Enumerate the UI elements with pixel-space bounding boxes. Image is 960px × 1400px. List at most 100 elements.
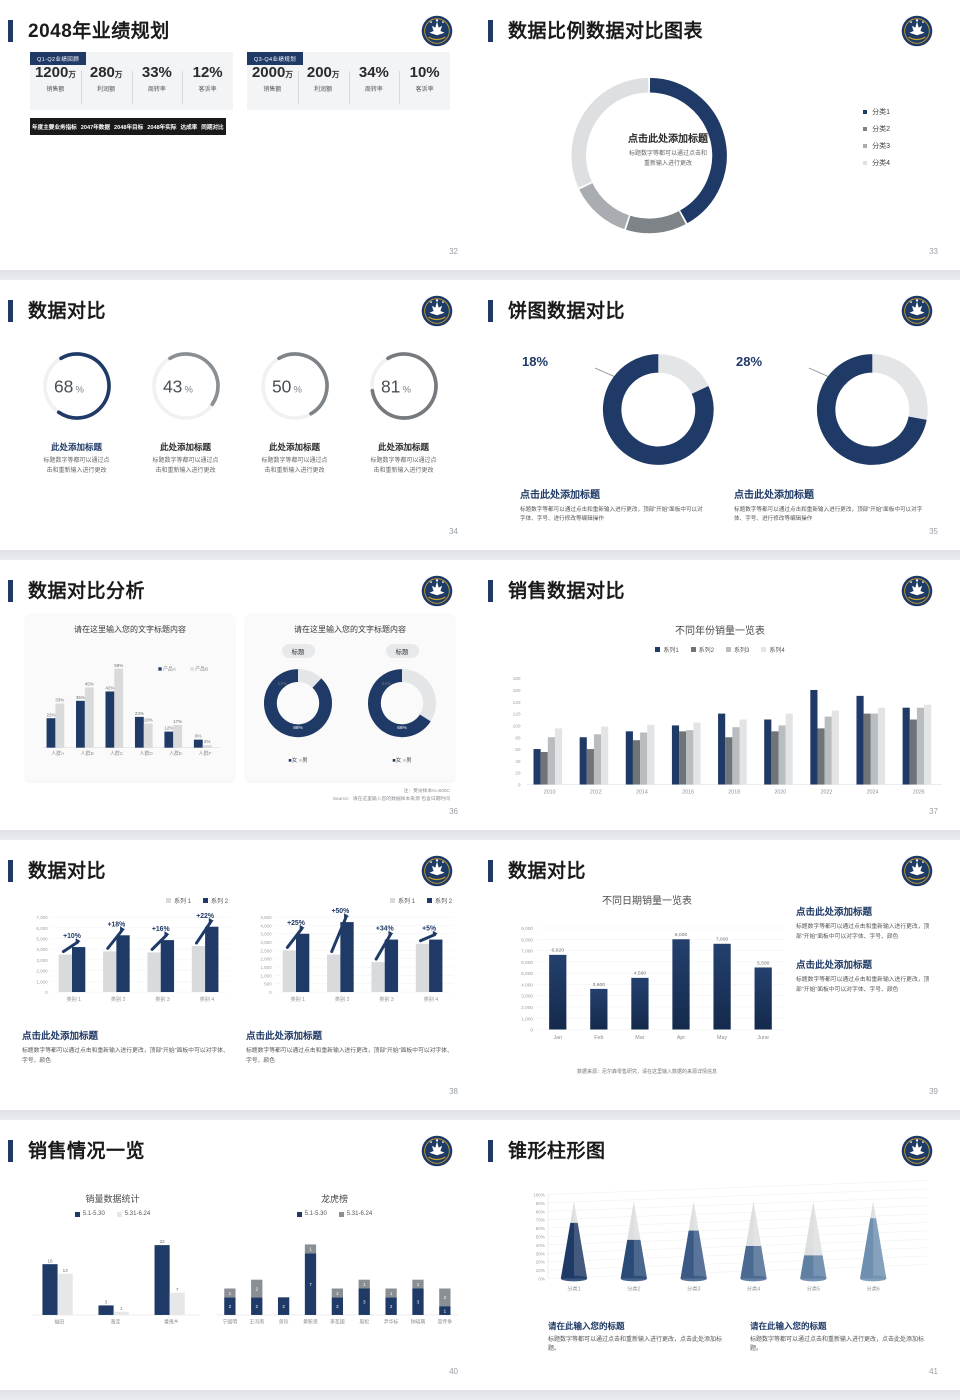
kpi-value: 280: [89, 64, 115, 81]
svg-text:产品B: 产品B: [195, 666, 209, 673]
svg-text:+34%: +34%: [376, 926, 394, 933]
donut-tag: 标题: [281, 644, 315, 658]
svg-text:1: 1: [417, 1282, 420, 1287]
svg-text:5,000: 5,000: [521, 971, 533, 977]
legend-label: 系列 2: [210, 899, 228, 905]
svg-text:5,000: 5,000: [36, 936, 48, 941]
svg-text:2: 2: [255, 1286, 258, 1291]
svg-text:6,620: 6,620: [552, 948, 565, 954]
ring-value: 43: [162, 377, 181, 397]
slide-41: 锥形柱形图 0% 10% 20% 30% 40% 50% 60% 70% 80% 90% 100% 分…: [480, 1120, 960, 1400]
text-block-right: 请在此输入您的标题 标题数字等都可以通过点击和重新输入进行更改，点击此处添加标题…: [750, 1320, 932, 1355]
svg-text:+18%: +18%: [107, 921, 125, 928]
legend-label: 系列4: [769, 648, 785, 654]
svg-text:黄新贤: 黄新贤: [303, 1318, 318, 1325]
svg-text:类别 2: 类别 2: [111, 996, 126, 1003]
svg-text:3: 3: [105, 1300, 108, 1305]
svg-text:分类6: 分类6: [867, 1285, 880, 1293]
page-title: 销售数据对比: [508, 581, 626, 602]
svg-text:0: 0: [518, 783, 521, 788]
company-logo-icon: [421, 295, 453, 327]
growth-bar-chart-left: 0 1,000 2,000 3,000 4,000 5,000 6,000 7,000 +10%…: [36, 913, 230, 1003]
block-heading: 点击此处添加标题: [796, 907, 873, 918]
kpi-label: 销售额: [263, 86, 282, 93]
legend-item: 分类3: [863, 141, 890, 151]
kpi-groups: Q1-Q2业绩回顾 1200万 销售额 280万 利润额 33% 周转率 12% 客诉率…: [30, 52, 450, 110]
svg-text:分类2: 分类2: [627, 1285, 640, 1293]
svg-text:18%: 18%: [144, 718, 153, 723]
svg-text:40%: 40%: [536, 1243, 545, 1248]
title-accent-bar: [8, 1140, 13, 1162]
title-accent-bar: [488, 860, 493, 882]
svg-text:1,000: 1,000: [36, 979, 48, 984]
company-logo-icon: [901, 15, 933, 47]
ring-description: 标题数字等都可以通过点 击和重新输入进行更改: [43, 458, 110, 474]
legend-item: 系列1: [655, 645, 679, 654]
chart-title: 不同年份销量一览表: [675, 626, 765, 637]
pie-body: 标题数字等都可以通过点击和重新输入进行更改，顶部“开始”面板中可以对字体、字号、…: [734, 507, 923, 522]
company-logo-icon: [421, 575, 453, 607]
svg-text:2: 2: [390, 1304, 393, 1309]
page-title: 数据对比分析: [28, 581, 146, 602]
svg-text:5,500: 5,500: [757, 960, 770, 966]
svg-text:10%: 10%: [536, 1268, 545, 1273]
kpi-label: 周转率: [147, 86, 166, 93]
kpi-value: 34%: [358, 64, 389, 81]
svg-text:June: June: [757, 1035, 769, 1041]
svg-text:2022: 2022: [821, 790, 833, 796]
svg-text:50%: 50%: [536, 1235, 545, 1240]
kpi-unit: 万: [331, 70, 340, 79]
company-logo-icon: [901, 855, 933, 887]
svg-text:12%: 12%: [164, 726, 173, 731]
svg-text:类别 1: 类别 1: [67, 996, 82, 1003]
legend-label: 分类3: [872, 143, 890, 150]
svg-text:海淀: 海淀: [110, 1318, 120, 1325]
svg-text:1: 1: [229, 1291, 232, 1296]
growth-bar-chart-right: 0 500 1,000 1,500 2,000 2,500 3,000 3,500 4,000 4…: [260, 908, 454, 1003]
svg-text:2,500: 2,500: [260, 948, 272, 953]
progress-ring-item: 68% 此处添加标题 标题数字等都可以通过点 击和重新输入进行更改: [22, 346, 131, 476]
ring-description: 标题数字等都可以通过点 击和重新输入进行更改: [261, 458, 328, 474]
svg-text:3: 3: [417, 1300, 420, 1305]
kpi-value: 12%: [192, 64, 223, 81]
kpi-unit: 万: [68, 70, 76, 79]
kpi-group-tag: Q3-Q4业绩规划: [247, 52, 304, 65]
kpi-cell: 34% 周转率: [348, 64, 400, 110]
kpi-label: 销售额: [46, 86, 65, 93]
kpi-label: 客诉率: [415, 86, 434, 93]
legend-label: 5.1-5.30: [82, 1211, 105, 1217]
svg-text:0: 0: [45, 990, 48, 995]
kpi-label: 利润额: [97, 86, 116, 93]
svg-text:20: 20: [515, 771, 521, 776]
progress-ring: 68%: [42, 352, 111, 420]
ring-label: 此处添加标题: [377, 442, 429, 452]
svg-text:3,000: 3,000: [521, 994, 533, 1000]
block-body: 标题数字等都可以通过点击和重新输入进行更改，顶部“开始”面板中可以对字体、字号、…: [796, 924, 930, 941]
svg-text:类别 2: 类别 2: [335, 996, 350, 1003]
title-accent-bar: [488, 580, 493, 602]
svg-text:人群C: 人群C: [110, 750, 124, 757]
svg-text:+50%: +50%: [331, 908, 349, 915]
note-line-1: 注：受访样本N=500C: [403, 788, 450, 794]
legend-label: 系列 1: [173, 899, 191, 905]
donut-center-desc: 标题数字等都可以通过点击和 重新输入进行更改: [628, 151, 707, 168]
svg-text:2,000: 2,000: [521, 1005, 533, 1011]
legend-item: 系列4: [761, 645, 785, 654]
legend-item: 系列 1: [165, 896, 191, 905]
monthly-sales-chart: 0 1,000 2,000 3,000 4,000 5,000 6,000 7,000 8,00…: [521, 926, 784, 1041]
donut-legend: 分类1 分类2 分类3 分类4: [863, 100, 890, 175]
svg-text:分类5: 分类5: [807, 1285, 820, 1293]
svg-text:0: 0: [530, 1028, 533, 1034]
leaderboard-chart: 2 1 宁国明 2 2 王河南 2 曾珍 7 1 黄新贤 2 1 李圣国 3 1 吴松 2 1 尹华标 3 1 钟晓萌 1 2 周…: [216, 1244, 459, 1325]
title-accent-bar: [488, 20, 493, 42]
slide-header: 数据比例数据对比图表: [488, 15, 938, 50]
kpi-cell: 1200万 销售额: [30, 64, 81, 110]
ring-label: 此处添加标题: [268, 442, 320, 452]
ring-value: 50: [271, 377, 291, 397]
title-accent-bar: [8, 580, 13, 602]
kpi-group-q3q4: Q3-Q4业绩规划 2000万 销售额 200万 利润额 34% 周转率 10% 客诉率: [247, 52, 450, 110]
kpi-value: 33%: [141, 64, 172, 81]
chart-area: 不同日期销量一览表 0 1,000 2,000 3,000 4,000 5,000 6,00…: [502, 892, 792, 1075]
progress-ring-item: 43% 此处添加标题 标题数字等都可以通过点 击和重新输入进行更改: [131, 346, 240, 476]
svg-text:100%: 100%: [533, 1193, 545, 1198]
